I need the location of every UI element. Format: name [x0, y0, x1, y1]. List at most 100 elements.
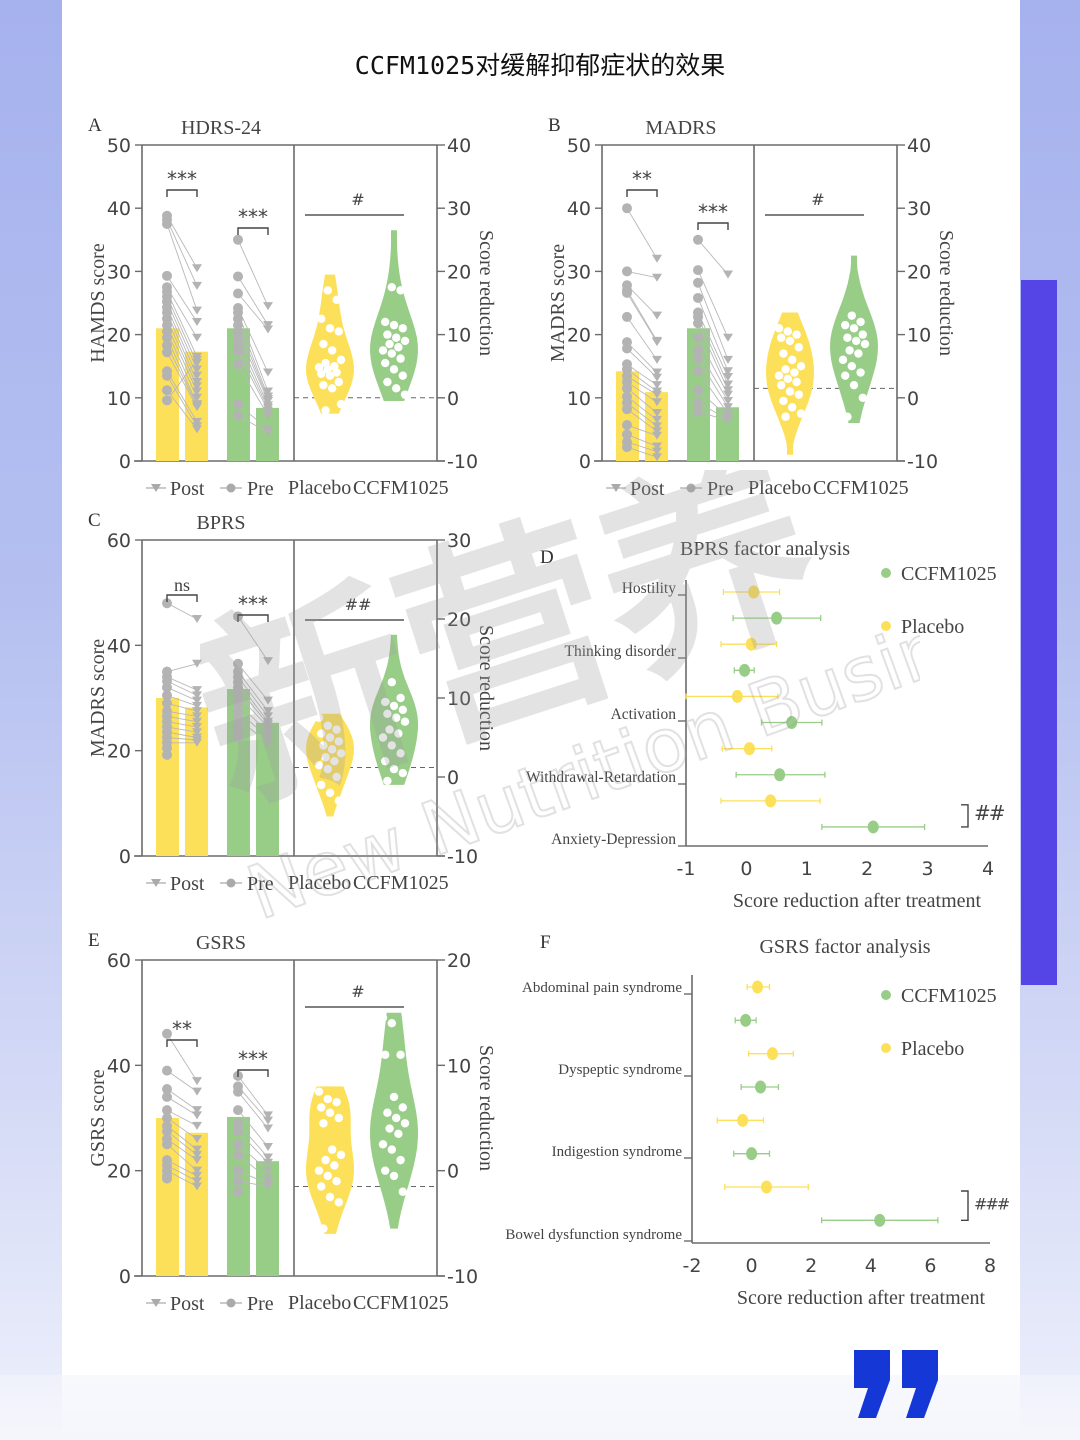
ccfm-pair-line: [237, 663, 269, 701]
ccfm-violin-point: [381, 1166, 390, 1175]
y-tick-label: 60: [107, 530, 131, 552]
placebo-mean-point: [766, 1047, 778, 1061]
ccfm-violin-point: [378, 1140, 388, 1149]
placebo-pre-point: [162, 340, 172, 351]
placebo-post-point: [652, 431, 662, 440]
category-label: Anxiety-Depression: [551, 831, 676, 848]
placebo-pre-point: [622, 343, 632, 354]
placebo-post-point: [192, 615, 202, 623]
significance-label: ***: [238, 1047, 268, 1071]
placebo-pair-line: [166, 296, 198, 364]
panel-title: MADRS: [645, 117, 716, 139]
x-category-label: CCFM1025: [813, 477, 909, 499]
placebo-pair-line: [166, 721, 198, 728]
x-tick-label: 1: [801, 858, 813, 880]
placebo-pair-line: [626, 408, 658, 432]
significance-label: ***: [167, 167, 197, 191]
placebo-violin-point: [323, 764, 332, 774]
significance-label: ###: [974, 1195, 1010, 1214]
ccfm-pre-point: [233, 690, 243, 701]
ccfm-pre-point: [693, 265, 703, 276]
placebo-violin-point: [332, 772, 341, 782]
legend-post-marker: [151, 1299, 161, 1307]
placebo-violin-point: [317, 314, 326, 323]
placebo-pair-line: [626, 434, 658, 447]
panel-letter: F: [540, 932, 551, 953]
legend-placebo-marker: [881, 1043, 891, 1053]
ccfm-violin-point: [838, 355, 848, 365]
placebo-pair-line: [626, 363, 658, 386]
placebo-violin-point: [330, 1161, 339, 1170]
placebo-pre-point: [162, 1065, 172, 1076]
ccfm-violin-point: [856, 368, 865, 377]
ccfm-mean-point: [774, 768, 786, 782]
ccfm-pre-point: [693, 234, 703, 245]
legend-post-label: Post: [170, 1293, 205, 1315]
placebo-pre-point: [622, 383, 632, 394]
placebo-pair-line: [166, 680, 198, 696]
ccfm-post-point: [263, 1158, 273, 1167]
y-tick-label: 20: [107, 1161, 131, 1183]
ccfm-pair-line: [237, 1154, 269, 1179]
ccfm-post-point: [263, 1142, 273, 1151]
ccfm-violin-point: [843, 333, 852, 342]
y2-tick-label: 0: [447, 388, 459, 410]
ccfm-violin-point: [838, 279, 848, 289]
ccfm-violin-point: [381, 317, 390, 327]
placebo-violin-point: [781, 412, 790, 421]
placebo-pair-line: [626, 446, 658, 458]
y2-tick-label: 20: [447, 261, 471, 283]
placebo-post-point: [192, 659, 202, 668]
ccfm-pair-line: [697, 402, 729, 420]
between-group-significance: #: [351, 190, 364, 209]
placebo-pre-point: [162, 219, 172, 229]
placebo-post-point: [192, 1121, 202, 1130]
placebo-post-point: [192, 1135, 202, 1144]
placebo-pre-point: [162, 749, 172, 760]
placebo-post-point: [652, 355, 662, 364]
placebo-violin-point: [774, 371, 784, 380]
ccfm-mean-point: [874, 1213, 886, 1227]
significance-bracket: [237, 1069, 269, 1077]
placebo-violin-point: [336, 1150, 346, 1160]
ccfm-pre-point: [233, 1186, 243, 1197]
ccfm-violin-point: [860, 339, 870, 349]
ccfm-pair-line: [237, 676, 269, 717]
ccfm-pair-line: [237, 710, 269, 738]
y-tick-label: 40: [107, 635, 131, 657]
ccfm-post-point: [723, 386, 733, 395]
placebo-pair-line: [166, 1070, 198, 1093]
ccfm-post-point: [263, 396, 273, 405]
ccfm-violin-point: [858, 330, 867, 339]
y-tick-label: 50: [107, 135, 131, 157]
y-tick-label: 30: [107, 261, 131, 283]
placebo-post-point: [192, 264, 202, 273]
significance-bracket: [166, 189, 198, 197]
ccfm-pair-line: [237, 324, 269, 400]
ccfm-violin-point: [398, 1103, 407, 1112]
placebo-violin-point: [332, 725, 341, 734]
placebo-pair-line: [626, 368, 658, 392]
ccfm-violin-point: [396, 1050, 405, 1059]
placebo-violin-point: [328, 745, 337, 754]
ccfm-pair-line: [237, 415, 269, 433]
placebo-violin-point: [325, 788, 335, 797]
placebo-pre-point: [622, 203, 632, 214]
placebo-pre-point: [622, 287, 632, 298]
placebo-violin-point: [334, 377, 343, 387]
ccfm-violin-point: [381, 757, 390, 766]
ccfm-post-point: [723, 416, 733, 425]
placebo-violin-point: [328, 384, 337, 393]
ccfm-violin-point: [383, 776, 392, 786]
placebo-violin-point: [334, 796, 343, 805]
placebo-post-point: [652, 447, 662, 456]
ccfm-mean-point: [740, 1013, 752, 1027]
x-tick-label: 0: [746, 1255, 758, 1277]
ccfm-violin-point: [389, 365, 399, 374]
y2-axis-label: Score reduction: [475, 625, 497, 751]
ccfm-pair-line: [237, 1091, 269, 1129]
ccfm-pre-point: [233, 682, 243, 693]
placebo-pair-line: [166, 1088, 198, 1111]
y2-tick-label: 20: [447, 609, 471, 631]
x-axis-label: Score reduction after treatment: [737, 1287, 986, 1309]
